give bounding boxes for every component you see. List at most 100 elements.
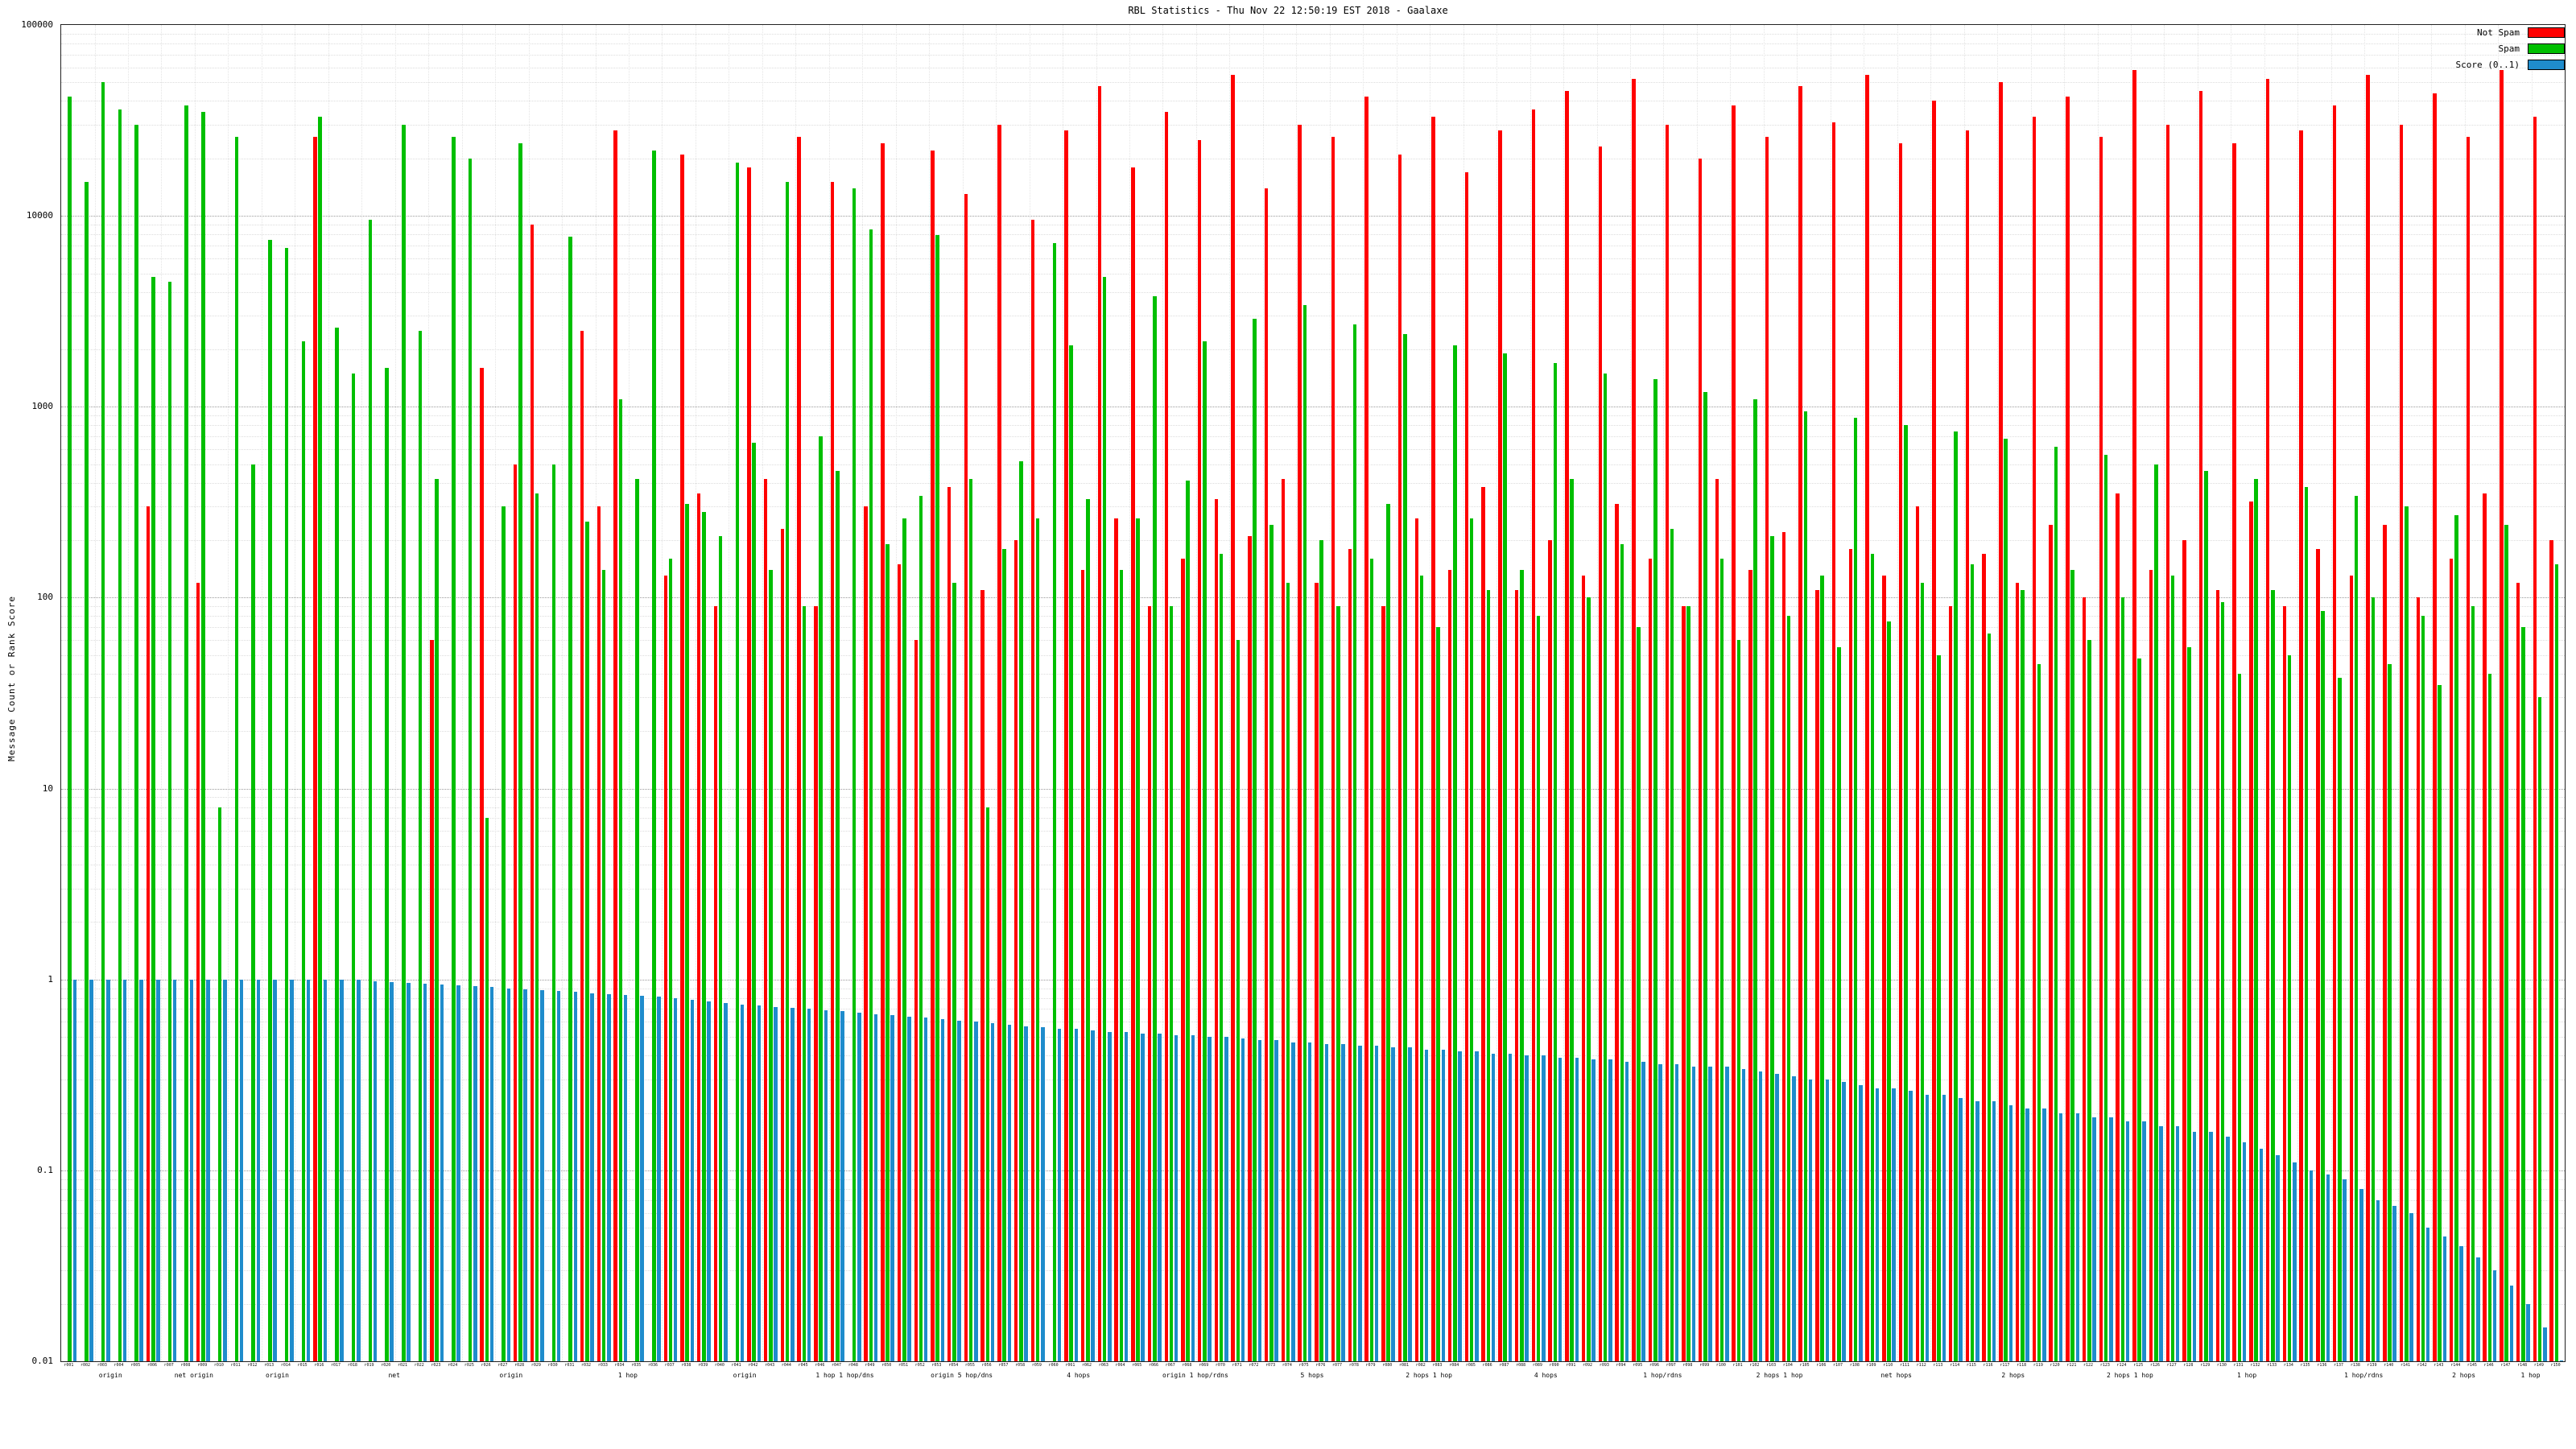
bar-not-spam <box>1748 569 1752 1361</box>
bar-not-spam <box>1231 74 1235 1361</box>
bar-not-spam <box>1381 606 1385 1361</box>
bar-not-spam <box>2332 105 2337 1361</box>
x-tick-label: r069 <box>1199 1363 1209 1368</box>
x-tick-label: r016 <box>314 1363 324 1368</box>
gridline-minor <box>61 606 2565 608</box>
x-group-label: 4 hops <box>1534 1372 1558 1379</box>
x-tick-label: r122 <box>2083 1363 2094 1368</box>
bar-not-spam <box>1315 582 1319 1361</box>
bar-spam <box>2388 663 2392 1361</box>
bar-score <box>2209 1131 2213 1361</box>
bar-not-spam <box>1364 97 1368 1361</box>
bar-score <box>890 1015 894 1361</box>
bar-score <box>440 985 444 1361</box>
bar-score <box>2492 1269 2497 1361</box>
gridline-vertical <box>2498 25 2500 1361</box>
bar-not-spam <box>1965 130 1970 1361</box>
bar-spam <box>1269 525 1274 1361</box>
bar-spam <box>1920 582 1925 1361</box>
plot-area <box>60 24 2566 1362</box>
bar-score <box>1324 1043 1329 1361</box>
bar-spam <box>1587 597 1591 1361</box>
bar-score <box>1208 1037 1212 1361</box>
x-tick-label: r096 <box>1649 1363 1660 1368</box>
gridline-vertical <box>528 25 530 1361</box>
gridline-minor <box>61 1055 2565 1057</box>
bar-spam <box>2421 616 2425 1361</box>
x-tick-label: r130 <box>2216 1363 2227 1368</box>
bar-not-spam <box>814 606 818 1361</box>
x-tick-label: r083 <box>1432 1363 1443 1368</box>
bar-score <box>1875 1088 1880 1361</box>
bar-score <box>707 1001 711 1361</box>
bar-spam <box>2087 640 2091 1361</box>
x-tick-label: r065 <box>1132 1363 1142 1368</box>
bar-spam <box>886 544 890 1361</box>
bar-score <box>1074 1029 1079 1361</box>
x-tick-label: r127 <box>2166 1363 2177 1368</box>
bar-not-spam <box>2165 125 2170 1361</box>
gridline-minor <box>61 506 2565 508</box>
bar-not-spam <box>1715 478 1719 1361</box>
bar-not-spam <box>430 640 434 1361</box>
bar-not-spam <box>680 154 684 1361</box>
bar-score <box>340 979 344 1361</box>
gridline-vertical <box>1129 25 1130 1361</box>
gridline-vertical <box>228 25 229 1361</box>
bar-spam <box>1052 243 1057 1361</box>
bar-spam <box>1719 559 1724 1361</box>
gridline-minor <box>61 125 2565 126</box>
x-group-label: 2 hops <box>2001 1372 2025 1379</box>
x-tick-label: r018 <box>347 1363 357 1368</box>
bar-not-spam <box>146 506 151 1361</box>
gridline-vertical <box>1730 25 1732 1361</box>
bar-score <box>1458 1051 1462 1361</box>
x-tick-label: r114 <box>1950 1363 1960 1368</box>
y-axis-ticks: 0.01 0.1 1 10 100 1000 10000 100000 <box>0 19 56 1366</box>
x-tick-label: r102 <box>1749 1363 1760 1368</box>
bar-score <box>957 1020 961 1361</box>
x-tick-label: r013 <box>264 1363 275 1368</box>
gridline-minor <box>61 258 2565 259</box>
bar-spam <box>167 282 172 1361</box>
x-tick-label: r139 <box>2367 1363 2377 1368</box>
bar-score <box>1825 1079 1830 1361</box>
bar-not-spam <box>2366 74 2370 1361</box>
bar-score <box>1374 1046 1379 1361</box>
gridline-vertical <box>2397 25 2399 1361</box>
bar-spam <box>151 276 155 1361</box>
gridline-vertical <box>996 25 997 1361</box>
gridline-minor <box>61 349 2565 350</box>
bar-not-spam <box>480 367 484 1361</box>
gridline-minor <box>61 43 2565 44</box>
bar-spam <box>1286 582 1290 1361</box>
bar-score <box>1725 1066 1729 1361</box>
x-tick-label: r095 <box>1633 1363 1643 1368</box>
bar-score <box>1959 1097 1963 1361</box>
bar-score <box>1558 1057 1563 1361</box>
x-tick-label: r104 <box>1782 1363 1793 1368</box>
bar-spam <box>335 327 339 1361</box>
bar-score <box>724 1003 728 1361</box>
x-tick-label: r141 <box>2401 1363 2411 1368</box>
bar-score <box>2326 1174 2330 1361</box>
x-tick-label: r002 <box>80 1363 91 1368</box>
x-tick-label: r058 <box>1015 1363 1026 1368</box>
gridline-minor <box>61 797 2565 799</box>
x-tick-label: r001 <box>64 1363 74 1368</box>
bar-not-spam <box>1865 74 1869 1361</box>
gridline-minor <box>61 654 2565 656</box>
gridline-minor <box>61 436 2565 437</box>
x-tick-label: r017 <box>331 1363 341 1368</box>
gridline-vertical <box>1262 25 1264 1361</box>
bar-spam <box>2338 678 2342 1361</box>
bar-spam <box>1887 621 1891 1361</box>
bar-score <box>673 997 678 1361</box>
bar-spam <box>1469 518 1474 1361</box>
bar-spam <box>452 136 456 1361</box>
legend-swatch-score <box>2528 60 2565 70</box>
gridline-vertical <box>328 25 329 1361</box>
gridline-vertical <box>595 25 597 1361</box>
bar-score <box>1191 1035 1195 1361</box>
x-tick-label: r108 <box>1849 1363 1860 1368</box>
